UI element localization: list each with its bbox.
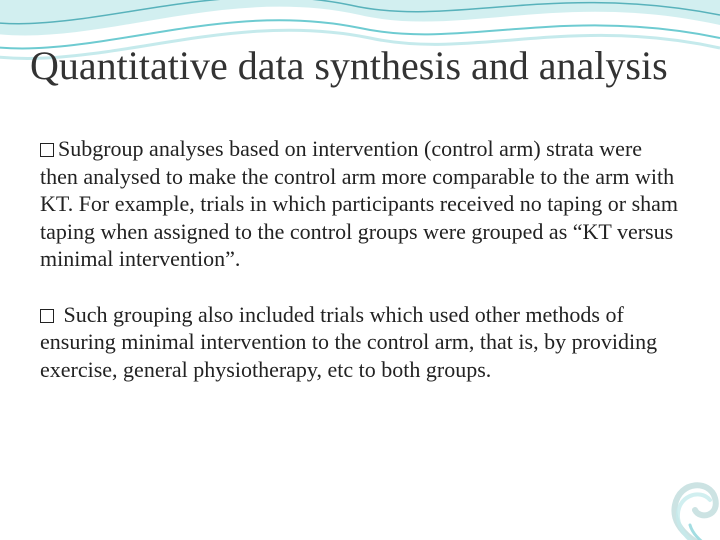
paragraph-1: Subgroup analyses based on intervention … (40, 135, 680, 273)
slide: Quantitative data synthesis and analysis… (0, 0, 720, 540)
paragraph-1-text: Subgroup analyses based on intervention … (40, 136, 678, 271)
bullet-box-icon (40, 309, 54, 323)
paragraph-2-text: Such grouping also included trials which… (40, 302, 657, 382)
slide-body: Subgroup analyses based on intervention … (40, 135, 680, 411)
bullet-box-icon (40, 143, 54, 157)
paragraph-2: Such grouping also included trials which… (40, 301, 680, 384)
corner-swirl-decoration (560, 440, 720, 540)
slide-title: Quantitative data synthesis and analysis (30, 45, 690, 87)
